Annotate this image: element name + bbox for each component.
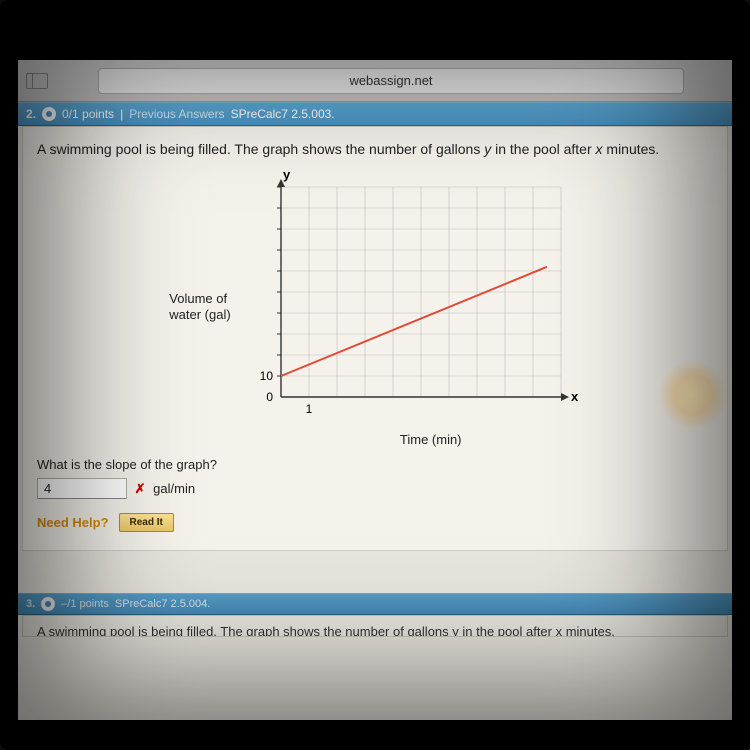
eye-icon[interactable]	[42, 107, 56, 121]
pipe: |	[120, 107, 123, 121]
next-question-header: 3. –/1 points SPreCalc7 2.5.004.	[18, 593, 732, 615]
wrong-icon: ✗	[135, 481, 146, 496]
answer-prompt: What is the slope of the graph?	[37, 457, 713, 472]
answer-section: What is the slope of the graph? 4 ✗ gal/…	[37, 457, 713, 499]
answer-input[interactable]: 4	[37, 478, 127, 499]
svg-text:1: 1	[305, 402, 312, 416]
points-label: 0/1 points	[62, 107, 114, 121]
help-row: Need Help? Read It	[37, 513, 713, 532]
next-question-number: 3.	[26, 598, 35, 610]
read-it-button[interactable]: Read It	[119, 513, 174, 532]
page-content: 2. 0/1 points | Previous Answers SPreCal…	[18, 102, 732, 720]
svg-text:0: 0	[266, 390, 273, 404]
svg-text:y: y	[283, 167, 291, 182]
question-body: A swimming pool is being filled. The gra…	[22, 126, 728, 551]
next-points-label: –/1 points	[61, 598, 109, 610]
question-text: A swimming pool is being filled. The gra…	[37, 141, 713, 157]
url-bar[interactable]: webassign.net	[98, 68, 684, 94]
url-text: webassign.net	[349, 73, 432, 88]
svg-text:10: 10	[259, 369, 273, 383]
assignment-ref: SPreCalc7 2.5.003.	[231, 107, 335, 121]
sidebar-toggle-icon[interactable]	[26, 73, 48, 89]
line-chart: 10 0 1 y x	[241, 167, 581, 427]
question-header: 2. 0/1 points | Previous Answers SPreCal…	[18, 102, 732, 126]
next-question-body: A swimming pool is being filled. The gra…	[22, 615, 728, 637]
need-help-label: Need Help?	[37, 515, 109, 530]
y-axis-label: Volume of water (gal)	[169, 291, 230, 322]
browser-toolbar: webassign.net	[18, 60, 732, 102]
x-axis-label: Time (min)	[241, 432, 581, 447]
svg-text:x: x	[571, 389, 579, 404]
eye-icon[interactable]	[41, 597, 55, 611]
next-assignment-ref: SPreCalc7 2.5.004.	[115, 598, 210, 610]
question-number: 2.	[26, 107, 36, 121]
previous-answers-link[interactable]: Previous Answers	[129, 107, 224, 121]
answer-unit: gal/min	[153, 481, 195, 496]
